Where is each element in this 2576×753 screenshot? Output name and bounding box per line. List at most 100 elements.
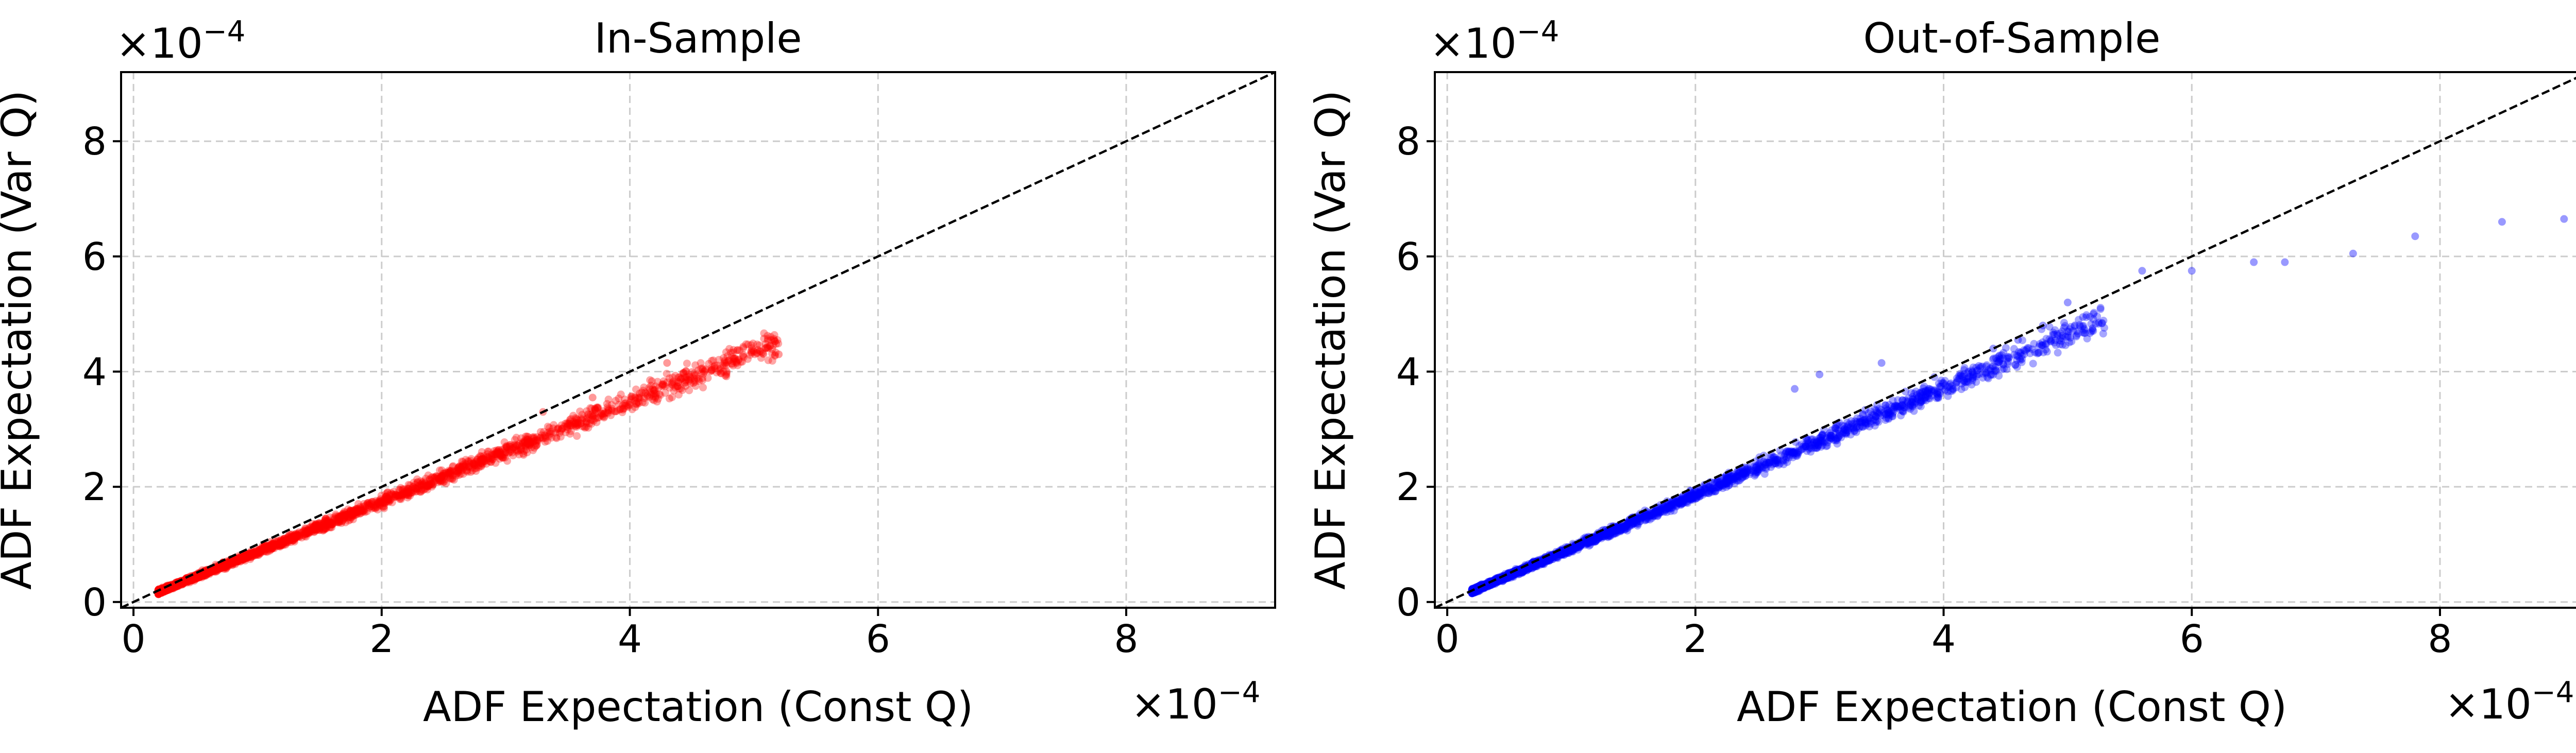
scatter-point xyxy=(194,572,202,580)
scatter-point xyxy=(283,538,291,546)
scatter-point xyxy=(576,407,584,416)
scatter-point xyxy=(732,357,740,366)
scatter-point xyxy=(226,558,234,566)
scatter-point xyxy=(388,490,397,499)
scatter-point xyxy=(271,537,279,545)
scatter-point xyxy=(205,569,213,577)
scatter-point xyxy=(719,361,727,369)
scatter-point xyxy=(352,504,361,512)
scatter-point xyxy=(2060,319,2068,327)
scatter-point xyxy=(523,448,531,456)
scatter-point xyxy=(172,583,180,591)
scatter-point xyxy=(239,556,247,564)
scatter-point xyxy=(764,336,772,345)
scatter-point xyxy=(360,505,368,514)
scatter-point xyxy=(420,477,428,486)
scatter-point xyxy=(183,576,192,584)
scatter-point xyxy=(651,386,659,394)
scatter-point xyxy=(251,548,259,556)
scatter-point xyxy=(304,524,313,533)
scatter-point xyxy=(646,385,654,393)
scatter-point xyxy=(566,416,574,424)
scatter-point xyxy=(338,511,347,519)
scatter-point xyxy=(353,507,361,516)
scatter-point xyxy=(236,553,245,561)
scatter-point xyxy=(355,506,364,515)
scatter-point xyxy=(265,542,273,551)
scatter-point xyxy=(310,526,318,534)
scatter-point xyxy=(351,511,360,519)
scatter-point xyxy=(312,526,320,535)
scatter-point xyxy=(238,556,246,564)
scatter-point xyxy=(378,502,386,510)
scatter-point xyxy=(181,576,190,585)
scatter-point xyxy=(183,576,191,585)
scatter-point xyxy=(419,481,427,489)
scatter-point xyxy=(652,382,660,390)
scatter-point xyxy=(301,525,310,533)
scatter-point xyxy=(333,518,342,526)
scatter-point xyxy=(495,446,503,454)
scatter-point xyxy=(245,552,253,560)
scatter-point xyxy=(485,457,494,465)
scatter-point xyxy=(258,544,266,553)
scatter-point xyxy=(427,480,435,488)
scatter-point xyxy=(411,484,419,492)
scatter-point xyxy=(265,542,273,550)
scatter-point xyxy=(231,556,240,564)
scatter-point xyxy=(490,447,498,455)
scatter-point xyxy=(335,516,344,524)
scatter-point xyxy=(225,558,233,567)
scatter-point xyxy=(519,450,528,458)
scatter-point xyxy=(335,514,344,522)
scatter-point xyxy=(181,577,189,586)
scatter-point xyxy=(262,544,270,553)
scatter-point xyxy=(457,467,466,475)
scatter-point xyxy=(336,514,344,522)
scatter-point xyxy=(505,441,514,449)
scatter-point xyxy=(278,541,286,550)
scatter-point xyxy=(298,528,307,536)
scatter-point xyxy=(341,512,349,520)
scatter-point xyxy=(465,458,473,466)
scatter-point xyxy=(281,541,290,549)
scatter-point xyxy=(685,372,693,381)
scatter-point xyxy=(734,361,742,369)
scatter-point xyxy=(182,577,191,586)
scatter-point xyxy=(335,518,343,526)
scatter-point xyxy=(161,588,169,596)
scatter-point xyxy=(454,464,462,472)
scatter-point xyxy=(532,439,540,448)
scatter-point xyxy=(532,441,540,450)
scatter-point xyxy=(294,531,302,539)
scatter-point xyxy=(228,559,236,568)
scatter-point xyxy=(386,495,395,503)
scatter-point xyxy=(459,458,467,466)
scatter-point xyxy=(328,523,336,532)
scatter-point xyxy=(429,481,437,489)
scatter-point xyxy=(717,369,725,377)
scatter-point xyxy=(445,470,453,478)
scatter-point xyxy=(215,562,224,571)
scatter-point xyxy=(485,454,493,463)
scatter-point xyxy=(222,563,230,572)
scatter-point xyxy=(345,517,353,525)
scatter-point xyxy=(213,566,221,574)
scatter-point xyxy=(566,419,574,427)
scatter-point xyxy=(566,421,574,430)
scatter-point xyxy=(290,531,298,539)
scatter-point xyxy=(694,375,703,383)
scatter-point xyxy=(193,573,201,581)
scatter-point xyxy=(194,573,202,581)
scatter-point xyxy=(554,424,563,432)
scatter-point xyxy=(321,524,330,533)
scatter-point xyxy=(487,450,496,458)
scatter-point-18 xyxy=(353,508,361,516)
scatter-point xyxy=(673,382,682,390)
scatter-point xyxy=(349,509,358,517)
scatter-point xyxy=(498,451,506,459)
scatter-point xyxy=(470,465,479,473)
scatter-point xyxy=(349,510,357,518)
scatter-point xyxy=(247,551,256,559)
scatter-point xyxy=(210,565,218,573)
